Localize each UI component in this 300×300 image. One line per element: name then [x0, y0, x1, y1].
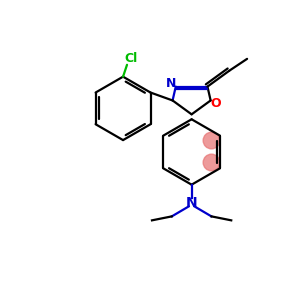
- Text: N: N: [166, 77, 176, 90]
- Text: N: N: [186, 196, 197, 209]
- Text: O: O: [210, 97, 221, 110]
- Text: Cl: Cl: [124, 52, 138, 65]
